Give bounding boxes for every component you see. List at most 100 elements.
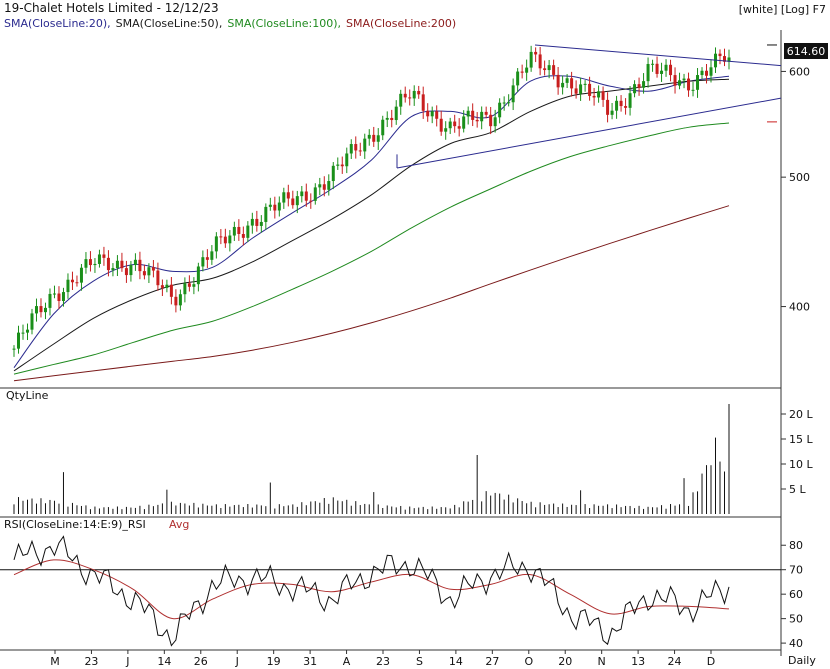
volume-axis-label: 15 L bbox=[789, 433, 813, 446]
candle-body bbox=[489, 114, 493, 127]
x-axis-label: 20 bbox=[558, 655, 572, 668]
indicator-legend-item: SMA(CloseLine:200) bbox=[346, 17, 456, 30]
x-axis-label: O bbox=[524, 655, 533, 668]
candle-body bbox=[381, 119, 385, 136]
candle-body bbox=[120, 260, 124, 269]
rsi-panel: RSI(CloseLine:14:E:9)_RSI Avg 80 70 60 50 40 bbox=[0, 518, 803, 650]
candle-body bbox=[295, 196, 299, 206]
candle-body bbox=[718, 53, 722, 57]
candle-body bbox=[313, 187, 317, 201]
candle-body bbox=[354, 144, 358, 151]
indicator-legend-item: SMA(CloseLine:50), bbox=[116, 17, 223, 30]
sma200-line bbox=[13, 205, 730, 382]
candle-body bbox=[444, 128, 448, 132]
candle-body bbox=[669, 64, 673, 76]
candle-body bbox=[628, 93, 632, 108]
rsi-lines bbox=[13, 535, 730, 647]
candle-body bbox=[156, 270, 160, 286]
candle-body bbox=[237, 226, 241, 234]
candle-body bbox=[507, 102, 511, 104]
x-axis: M 23 J 14 26 J 19 31 A 23 S 14 27 O 20 N 13 24 D bbox=[50, 650, 715, 668]
candle-body bbox=[21, 332, 25, 334]
candle-body bbox=[138, 259, 142, 272]
candle-body bbox=[43, 307, 47, 313]
candle-body bbox=[165, 284, 169, 288]
period-label[interactable]: Daily bbox=[788, 654, 816, 667]
candle-body bbox=[268, 204, 272, 207]
price-axis: 600 500 400 bbox=[781, 65, 810, 314]
rsi-axis-label: 40 bbox=[789, 637, 803, 650]
candle-body bbox=[169, 284, 173, 297]
candle-body bbox=[673, 75, 677, 86]
candle-body bbox=[16, 332, 20, 349]
candle-body bbox=[664, 64, 668, 71]
candle-body bbox=[570, 78, 574, 89]
candle-body bbox=[498, 102, 502, 118]
sma20-line bbox=[13, 75, 730, 368]
lower-trendline bbox=[396, 97, 782, 169]
candle-body bbox=[475, 119, 479, 122]
candle-body bbox=[547, 65, 551, 71]
view-mode-label[interactable]: [white] [Log] F7 bbox=[739, 3, 826, 16]
candle-body bbox=[201, 257, 205, 267]
last-price-label: 614.60 bbox=[787, 45, 826, 58]
candle-body bbox=[597, 91, 601, 98]
candle-body bbox=[502, 102, 506, 104]
candle-body bbox=[615, 100, 619, 111]
candle-body bbox=[516, 71, 520, 86]
candle-body bbox=[543, 68, 547, 71]
candle-body bbox=[88, 259, 92, 266]
candle-body bbox=[196, 266, 200, 285]
x-axis-label: 23 bbox=[376, 655, 390, 668]
candle-body bbox=[561, 82, 565, 88]
x-axis-label: 23 bbox=[84, 655, 98, 668]
candle-body bbox=[340, 164, 344, 167]
candle-body bbox=[151, 267, 155, 271]
rsi-axis-label: 80 bbox=[789, 539, 803, 552]
candle-body bbox=[385, 117, 389, 120]
candle-body bbox=[363, 138, 367, 152]
candle-body bbox=[255, 218, 259, 226]
candle-body bbox=[394, 106, 398, 121]
candle-body bbox=[79, 267, 83, 283]
candle-body bbox=[192, 284, 196, 287]
candle-body bbox=[633, 84, 637, 94]
candle-body bbox=[286, 192, 290, 199]
indicator-legend: SMA(CloseLine:20), SMA(CloseLine:50), SMA(… bbox=[4, 17, 456, 30]
candle-body bbox=[408, 97, 412, 99]
chart-title: 19-Chalet Hotels Limited - 12/12/23 bbox=[4, 1, 219, 15]
candle-body bbox=[106, 257, 110, 271]
candle-body bbox=[471, 110, 475, 120]
candle-body bbox=[421, 94, 425, 111]
candle-body bbox=[178, 294, 182, 306]
candle-body bbox=[525, 67, 529, 73]
candle-body bbox=[372, 134, 376, 142]
candle-body bbox=[399, 93, 403, 107]
last-price-box bbox=[784, 43, 828, 59]
candle-body bbox=[588, 83, 592, 96]
candle-body bbox=[331, 165, 335, 182]
candle-body bbox=[358, 150, 362, 152]
candle-body bbox=[124, 268, 128, 276]
candle-body bbox=[39, 306, 43, 313]
candle-body bbox=[417, 90, 421, 95]
candle-body bbox=[133, 259, 137, 266]
candle-body bbox=[57, 293, 61, 302]
x-axis-label: 14 bbox=[449, 655, 463, 668]
rsi-axis-label: 60 bbox=[789, 588, 803, 601]
indicator-legend-item: SMA(CloseLine:20), bbox=[4, 17, 111, 30]
candle-body bbox=[691, 89, 695, 91]
candle-body bbox=[75, 282, 79, 284]
candle-body bbox=[304, 191, 308, 201]
x-axis-label: M bbox=[50, 655, 60, 668]
candle-body bbox=[174, 296, 178, 306]
volume-axis-label: 5 L bbox=[789, 483, 806, 496]
candle-body bbox=[214, 236, 218, 252]
x-axis-label: A bbox=[343, 655, 351, 668]
candle-body bbox=[282, 192, 286, 203]
x-axis-label: 26 bbox=[194, 655, 208, 668]
candle-body bbox=[727, 57, 731, 62]
candle-body bbox=[336, 164, 340, 166]
price-panel: 600 500 400 614.60 bbox=[12, 43, 828, 382]
